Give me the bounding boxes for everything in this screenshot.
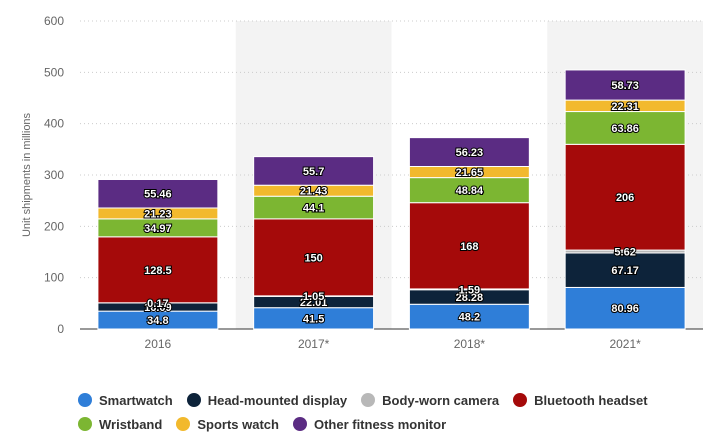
legend-swatch-smartwatch — [78, 393, 92, 407]
data-label-other-fitness-monitor: 55.46 — [144, 189, 172, 201]
data-label-head-mounted-display: 16.09 — [144, 302, 172, 314]
legend-label: Other fitness monitor — [313, 416, 447, 432]
legend-label: Bluetooth headset — [534, 392, 648, 408]
legend-swatch-sports-watch — [176, 417, 191, 431]
data-label-wristband: 34.97 — [144, 223, 172, 235]
bar-bluetooth-headset[interactable] — [408, 202, 530, 290]
data-label-smartwatch: 41.5 — [303, 313, 324, 325]
data-label-wristband: 63.86 — [611, 123, 639, 135]
legend-item-smartwatch[interactable]: Smartwatch — [78, 393, 173, 408]
data-label-sports-watch: 22.31 — [611, 101, 639, 113]
x-axis-ticks: 2016 2017* 2018* 2021* — [145, 337, 642, 351]
data-label-body-worn-camera: 5.62 — [614, 247, 635, 259]
x-tick-label: 2017* — [298, 337, 330, 351]
bars — [97, 69, 686, 330]
data-label-other-fitness-monitor: 56.23 — [456, 147, 484, 159]
legend-label: Wristband — [99, 416, 163, 432]
data-label-head-mounted-display: 67.17 — [611, 265, 639, 277]
bar-other-fitness-monitor[interactable] — [408, 137, 530, 167]
data-label-smartwatch: 80.96 — [611, 303, 639, 315]
y-tick-label: 500 — [44, 65, 64, 79]
bar-other-fitness-monitor[interactable] — [564, 69, 686, 101]
stacked-bar-chart: 0 100 200 300 400 500 600 Unit shipments in mi… — [21, 14, 703, 351]
data-label-smartwatch: 34.8 — [147, 315, 168, 327]
y-tick-label: 0 — [57, 322, 64, 336]
y-tick-label: 400 — [44, 117, 64, 131]
x-tick-label: 2021* — [609, 337, 641, 351]
data-labels: 34.816.090.17 128.5 34.97 21.23 55.46 41.5 22.… — [143, 79, 640, 328]
bar-wristband[interactable] — [408, 177, 530, 204]
legend-swatch-wristband — [78, 417, 92, 431]
data-label-other-fitness-monitor: 58.73 — [611, 80, 639, 92]
data-label-head-mounted-display: 22.01 — [300, 297, 328, 309]
bar-other-fitness-monitor[interactable] — [97, 179, 219, 209]
legend-row-1: Smartwatch Head-mounted display Body-wor… — [78, 389, 718, 411]
y-tick-label: 200 — [44, 219, 64, 233]
legend-label: Body-worn camera — [382, 392, 500, 408]
legend-label: Sports watch — [197, 416, 279, 432]
x-tick-label: 2016 — [145, 337, 172, 351]
data-label-body-worn-camera: 0.17 — [147, 298, 168, 310]
legend-item-head-mounted-display[interactable]: Head-mounted display — [186, 392, 348, 408]
legend: Smartwatch Head-mounted display Body-wor… — [78, 389, 718, 437]
y-axis-ticks: 0 100 200 300 400 500 600 — [44, 14, 64, 336]
bar-bluetooth-headset[interactable] — [564, 143, 686, 251]
data-label-body-worn-camera: 1.05 — [303, 291, 324, 303]
data-label-bluetooth-headset: 168 — [460, 241, 478, 253]
data-label-head-mounted-display: 28.28 — [456, 292, 484, 304]
data-label-wristband: 44.1 — [303, 203, 324, 215]
legend-swatch-head-mounted-display — [186, 393, 201, 407]
legend-item-sports-watch[interactable]: Sports watch — [176, 417, 279, 432]
bar-head-mounted-display[interactable] — [564, 252, 686, 288]
y-tick-label: 100 — [44, 271, 64, 285]
bar-smartwatch[interactable] — [564, 286, 686, 330]
data-label-bluetooth-headset: 206 — [616, 192, 634, 204]
bar-bluetooth-headset[interactable] — [253, 218, 375, 297]
legend-item-wristband[interactable]: Wristband — [78, 417, 162, 432]
legend-label: Head-mounted display — [207, 392, 348, 408]
data-label-bluetooth-headset: 128.5 — [144, 265, 172, 277]
bar-smartwatch[interactable] — [408, 303, 530, 330]
data-label-sports-watch: 21.23 — [144, 208, 172, 220]
legend-swatch-body-worn-camera — [361, 393, 376, 407]
y-tick-label: 300 — [44, 168, 64, 182]
legend-row-2: Wristband Sports watch Other fitness mon… — [78, 413, 718, 435]
data-label-wristband: 48.84 — [456, 185, 484, 197]
legend-label: Smartwatch — [99, 392, 173, 408]
data-label-sports-watch: 21.43 — [300, 186, 328, 198]
legend-item-other-fitness-monitor[interactable]: Other fitness monitor — [292, 416, 447, 432]
data-label-smartwatch: 48.2 — [459, 312, 480, 324]
legend-item-bluetooth-headset[interactable]: Bluetooth headset — [513, 392, 648, 408]
bar-other-fitness-monitor[interactable] — [253, 156, 375, 186]
legend-swatch-other-fitness-monitor — [292, 417, 307, 431]
x-tick-label: 2018* — [454, 337, 486, 351]
bar-wristband[interactable] — [564, 111, 686, 145]
data-label-sports-watch: 21.65 — [456, 167, 484, 179]
y-axis-title: Unit shipments in millions — [21, 112, 33, 237]
data-label-body-worn-camera: 1.59 — [459, 284, 480, 296]
legend-item-body-worn-camera[interactable]: Body-worn camera — [361, 393, 499, 408]
data-label-bluetooth-headset: 150 — [304, 252, 322, 264]
bar-bluetooth-headset[interactable] — [97, 236, 219, 304]
data-label-other-fitness-monitor: 55.7 — [303, 166, 324, 178]
y-tick-label: 600 — [44, 14, 64, 28]
legend-swatch-bluetooth-headset — [513, 393, 528, 407]
